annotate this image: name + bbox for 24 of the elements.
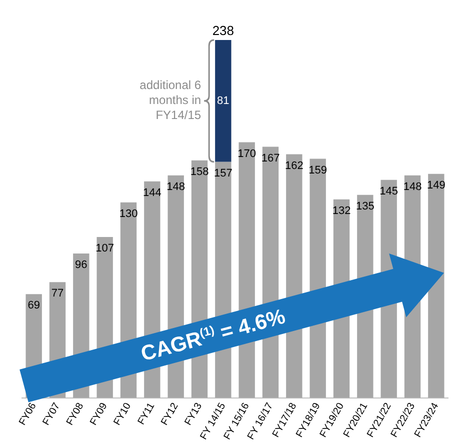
data-label: 135 [356, 200, 374, 212]
bar [428, 174, 444, 398]
data-label: 148 [166, 180, 186, 193]
data-label: 145 [380, 185, 398, 198]
data-label: 148 [403, 180, 422, 193]
bar [215, 40, 232, 162]
total-label: 238 [212, 23, 234, 38]
data-label: 81 [217, 94, 230, 107]
data-label: 157 [214, 167, 232, 180]
data-label: 77 [51, 288, 64, 300]
data-label: 96 [75, 259, 88, 272]
data-label: 170 [238, 148, 256, 160]
data-label: 144 [142, 186, 162, 199]
data-label: 162 [284, 160, 304, 172]
data-label: 69 [28, 300, 40, 312]
annotation: additional 6 months in FY14/15 [138, 78, 202, 124]
data-label: 167 [261, 152, 280, 164]
data-label: 132 [332, 204, 351, 217]
data-label: 158 [190, 166, 209, 178]
data-label: 159 [308, 164, 328, 176]
data-label: 130 [119, 208, 138, 220]
data-label: 107 [96, 242, 114, 255]
data-label: 149 [426, 179, 446, 192]
annotation: CAGR$^{(1)}$ = 4.6% [138, 304, 288, 366]
